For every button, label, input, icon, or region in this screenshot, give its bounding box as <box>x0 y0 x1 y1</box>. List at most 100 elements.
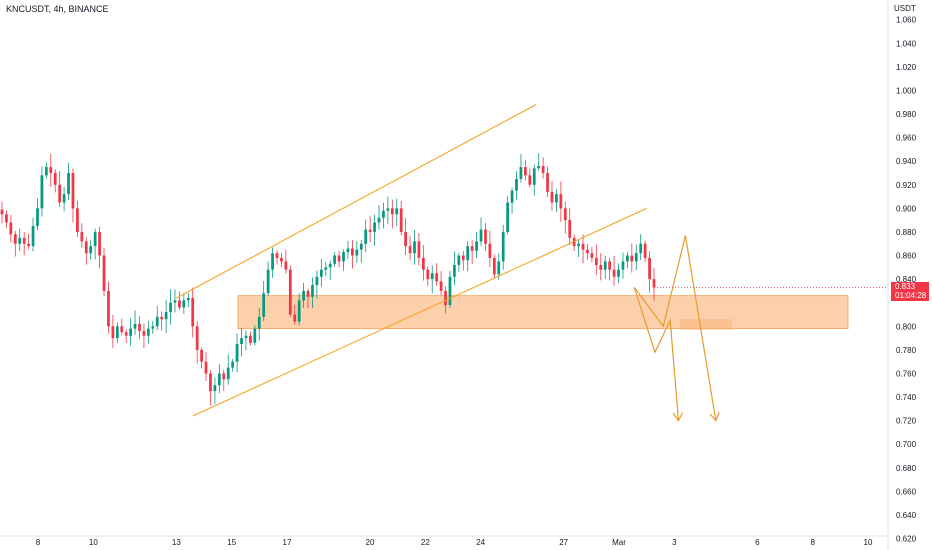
candle-body <box>284 261 288 270</box>
candle-body <box>368 229 372 232</box>
candle-body <box>634 253 638 262</box>
candle-body <box>590 253 594 258</box>
candle-body <box>200 349 203 362</box>
x-tick-label: 20 <box>366 538 375 547</box>
candle-body <box>102 255 106 291</box>
candle-body <box>386 208 390 211</box>
candle-body <box>546 172 549 192</box>
candle-body <box>652 279 656 288</box>
projection-path <box>633 235 717 421</box>
projection-arrowhead <box>709 412 720 422</box>
candle-body <box>395 208 399 215</box>
candle-body <box>293 314 297 322</box>
candle-body <box>563 208 567 221</box>
candle-body <box>138 323 141 332</box>
candle-body <box>155 316 159 327</box>
candle-body <box>271 253 274 270</box>
y-tick-label: 0.740 <box>896 393 917 402</box>
y-tick-label: 1.000 <box>896 86 917 95</box>
candle-body <box>22 237 26 244</box>
candle-body <box>195 326 199 350</box>
candle-body <box>27 243 30 247</box>
candle-body <box>435 273 439 282</box>
candle-body <box>31 226 35 247</box>
x-tick-label: 22 <box>421 538 430 547</box>
candle-body <box>222 373 226 380</box>
candle-body <box>262 293 266 317</box>
support-zone-layer <box>237 295 849 330</box>
x-tick-label: 17 <box>283 538 292 547</box>
candle-body <box>581 243 585 250</box>
candle-body <box>359 243 363 250</box>
candle-body <box>612 269 616 277</box>
y-tick-label: 0.880 <box>896 228 917 237</box>
candle-body <box>639 243 643 254</box>
symbol-title: KNCUSDT, 4h, BINANCE <box>6 4 109 14</box>
candle-body <box>297 300 301 322</box>
candle-body <box>178 300 181 308</box>
y-tick-label: 0.760 <box>896 369 917 378</box>
candle-body <box>626 255 629 262</box>
y-tick-label: 0.920 <box>896 181 917 190</box>
candle-body <box>399 208 403 232</box>
candle-body <box>226 367 230 380</box>
candle-body <box>555 194 558 203</box>
x-tick-label: Mar <box>612 538 626 547</box>
candle-body <box>648 257 651 280</box>
candle-body <box>311 285 314 297</box>
candle-body <box>528 175 532 185</box>
x-tick-label: 13 <box>172 538 181 547</box>
support-zone <box>237 295 849 330</box>
candle-body <box>497 261 501 275</box>
candle-body <box>257 316 261 329</box>
candle-body <box>342 252 345 262</box>
y-tick-label: 0.900 <box>896 204 917 213</box>
candle-body <box>13 234 17 244</box>
candle-body <box>364 229 368 244</box>
candle-body <box>89 246 93 254</box>
candle-body <box>541 165 545 173</box>
candle-body <box>617 269 620 277</box>
channel-lower-line <box>192 207 647 417</box>
candle-body <box>488 243 492 258</box>
x-tick-label: 8 <box>36 538 41 547</box>
candle-body <box>373 222 376 232</box>
candle-body <box>213 385 217 392</box>
candle-body <box>302 290 305 301</box>
candle-body <box>231 361 235 368</box>
last-price-value: 0.833 <box>895 282 916 291</box>
candle-body <box>76 208 79 232</box>
x-tick-label: 3 <box>672 538 677 547</box>
candle-body <box>53 172 57 185</box>
y-tick-label: 0.980 <box>896 110 917 119</box>
candle-body <box>84 241 88 254</box>
candle-body <box>532 168 536 185</box>
y-tick-label: 0.700 <box>896 440 917 449</box>
candle-body <box>621 261 625 270</box>
candle-body <box>324 267 328 270</box>
candle-body <box>439 281 443 291</box>
candle-body <box>404 231 407 247</box>
y-tick-label: 1.020 <box>896 63 917 72</box>
candle-body <box>111 326 115 339</box>
candle-body <box>133 323 137 329</box>
candle-body <box>577 243 580 247</box>
candle-body <box>98 231 101 256</box>
candle-body <box>461 255 465 261</box>
candle-body <box>146 328 150 336</box>
candle-body <box>594 257 598 265</box>
y-tick-label: 1.060 <box>896 16 917 25</box>
candle-body <box>559 194 563 209</box>
last-price-tag: 0.833 01:04:28 <box>891 282 929 301</box>
candle-body <box>204 361 208 374</box>
y-tick-label: 0.780 <box>896 346 917 355</box>
candle-body <box>9 222 13 235</box>
candle-body <box>160 316 164 320</box>
candle-body <box>18 237 22 244</box>
candle-body <box>280 257 283 262</box>
y-tick-label: 0.660 <box>896 487 917 496</box>
candle-body <box>266 269 270 294</box>
candle-body <box>608 261 612 270</box>
y-tick-label: 0.640 <box>896 511 917 520</box>
